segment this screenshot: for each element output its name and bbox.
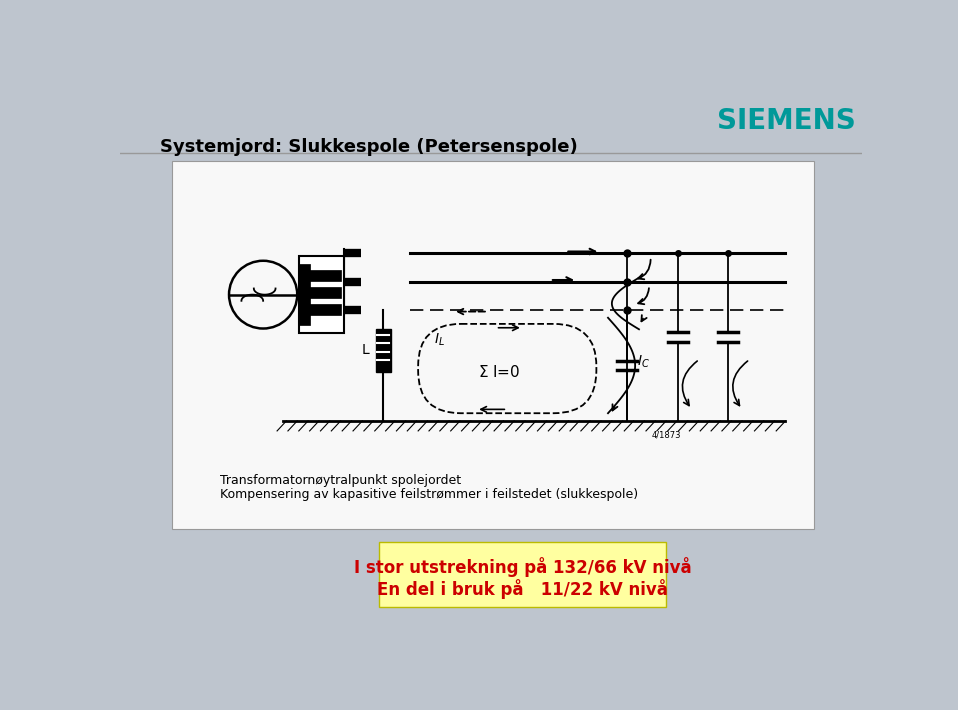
Text: L: L: [361, 344, 369, 357]
FancyBboxPatch shape: [299, 256, 344, 333]
Text: $\Sigma$ I=0: $\Sigma$ I=0: [478, 364, 521, 381]
FancyBboxPatch shape: [379, 542, 666, 607]
Text: Systemjord: Slukkespole (Petersenspole): Systemjord: Slukkespole (Petersenspole): [160, 138, 578, 155]
FancyBboxPatch shape: [308, 270, 341, 280]
FancyBboxPatch shape: [172, 160, 814, 529]
Text: Kompensering av kapasitive feilstrømmer i feilstedet (slukkespole): Kompensering av kapasitive feilstrømmer …: [220, 488, 639, 501]
FancyBboxPatch shape: [299, 264, 309, 325]
Text: I stor utstrekning på 132/66 kV nivå: I stor utstrekning på 132/66 kV nivå: [354, 557, 692, 577]
Text: En del i bruk på   11/22 kV nivå: En del i bruk på 11/22 kV nivå: [377, 579, 668, 599]
Text: $I_L$: $I_L$: [434, 332, 445, 348]
Text: $I_C$: $I_C$: [637, 354, 650, 370]
Text: 4/1873: 4/1873: [651, 430, 681, 439]
FancyBboxPatch shape: [308, 287, 341, 297]
FancyBboxPatch shape: [308, 304, 341, 315]
Text: SIEMENS: SIEMENS: [718, 106, 856, 135]
Text: Transformatornøytralpunkt spolejordet: Transformatornøytralpunkt spolejordet: [220, 474, 462, 487]
FancyBboxPatch shape: [376, 329, 391, 371]
